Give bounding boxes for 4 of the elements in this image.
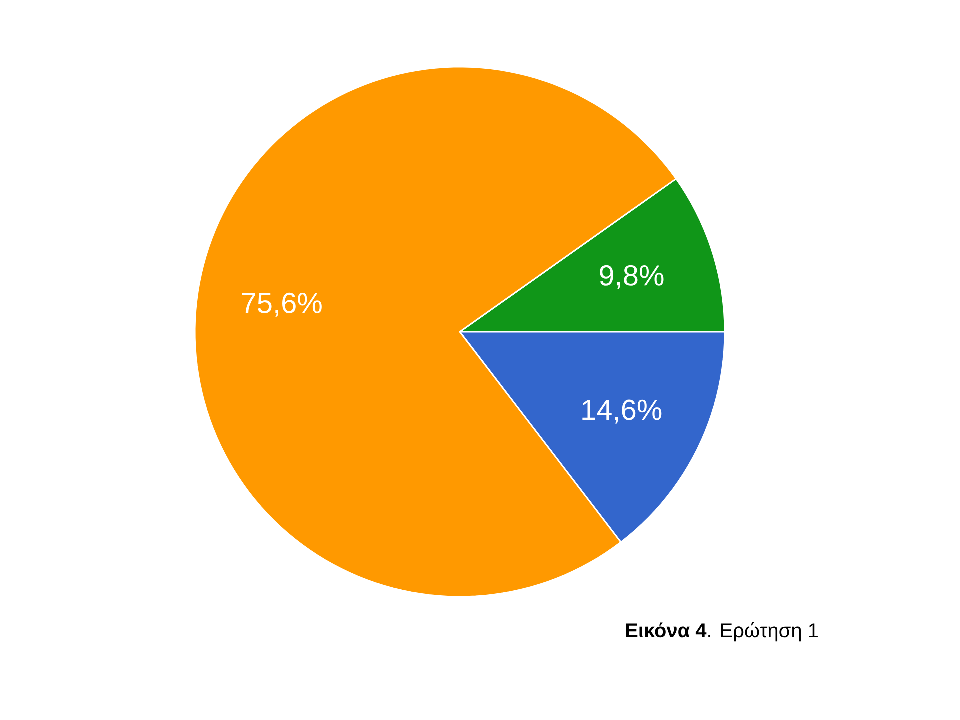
data-label: 75,6%: [242, 292, 322, 317]
data-label: 14,6%: [582, 400, 662, 424]
data-label: 9,8%: [600, 265, 664, 290]
text: Εικόνα 4. Ερώτηση 1: [626, 622, 818, 642]
